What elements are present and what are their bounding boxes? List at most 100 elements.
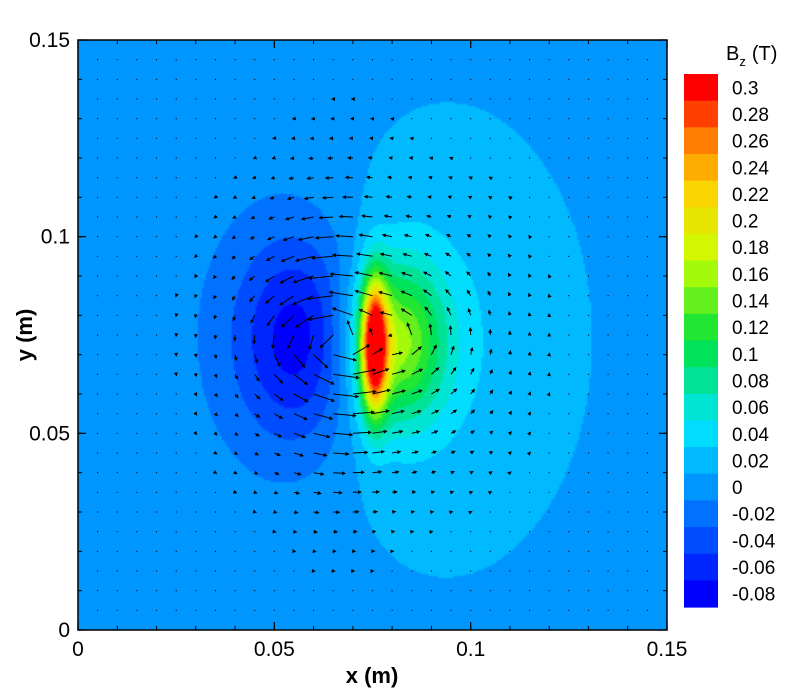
vector-arrow — [136, 255, 138, 257]
vector-arrow — [568, 118, 570, 120]
vector-arrow — [548, 59, 550, 61]
vector-arrow — [447, 195, 452, 200]
vector-arrow — [448, 176, 453, 180]
vector-arrow — [627, 511, 629, 513]
vector-arrow — [529, 118, 531, 120]
colorbar: 0.3 0.28 0.26 0.24 0.22 0.2 0.18 0.16 0.14 0.12 0.… — [684, 74, 776, 608]
vector-arrow — [318, 215, 334, 220]
vector-arrow — [136, 118, 138, 120]
colorbar-label: 0.3 — [732, 78, 758, 99]
vector-arrow — [155, 354, 158, 356]
vector-arrow — [311, 255, 334, 260]
vector-arrow — [352, 430, 372, 435]
vector-arrow — [254, 354, 259, 364]
vector-arrow — [548, 216, 550, 218]
vector-arrow — [627, 98, 629, 100]
vector-arrow — [587, 78, 590, 80]
vector-arrow — [175, 531, 177, 533]
vector-arrow — [233, 354, 238, 362]
vector-arrow — [313, 471, 325, 476]
vector-arrow — [313, 432, 331, 439]
vector-arrow — [352, 78, 354, 80]
vector-arrow — [529, 491, 531, 493]
vector-arrow — [232, 489, 238, 494]
vector-arrow — [195, 609, 197, 611]
vector-arrow — [487, 271, 492, 277]
vector-arrow — [175, 118, 177, 120]
vector-arrow — [307, 314, 334, 322]
vector-arrow — [155, 255, 158, 257]
vector-arrow — [587, 609, 590, 611]
colorbar-swatch — [684, 207, 718, 235]
vector-arrow — [528, 273, 532, 278]
vector-arrow — [136, 196, 138, 198]
vector-arrow — [646, 216, 649, 218]
vector-arrow — [450, 531, 452, 533]
vector-arrow — [548, 413, 550, 415]
vector-arrow — [97, 236, 99, 238]
vector-arrow — [607, 550, 609, 552]
vector-arrow — [195, 570, 197, 572]
vector-arrow — [507, 451, 512, 456]
vector-arrow — [607, 275, 609, 277]
vector-arrow — [321, 195, 334, 200]
vector-arrow — [508, 370, 512, 375]
vector-arrow — [431, 388, 440, 395]
vector-arrow — [587, 59, 590, 61]
vector-arrow — [213, 254, 218, 259]
vector-arrow — [646, 413, 649, 415]
vector-arrow — [175, 255, 177, 257]
vector-arrow — [431, 367, 440, 375]
vector-arrow — [231, 295, 236, 301]
vector-arrow — [424, 233, 432, 238]
vector-arrow — [335, 233, 353, 238]
vector-arrow — [155, 393, 158, 395]
vector-arrow — [297, 236, 314, 242]
vector-arrow — [97, 393, 99, 395]
vector-arrow — [607, 118, 609, 120]
vector-arrow — [371, 78, 374, 80]
vector-arrow — [379, 252, 393, 257]
vector-arrow — [489, 368, 493, 375]
vector-arrow — [214, 177, 216, 179]
vector-arrow — [273, 354, 281, 368]
vector-arrow — [508, 390, 512, 395]
colorbar-swatch — [684, 180, 718, 208]
colorbar-swatch — [684, 527, 718, 555]
vector-arrow — [646, 373, 649, 375]
vector-arrow — [265, 295, 275, 304]
vector-arrow — [155, 550, 158, 552]
vector-arrow — [234, 412, 239, 418]
vector-arrow — [155, 78, 158, 80]
vector-arrow — [234, 137, 236, 139]
vector-arrow — [213, 274, 218, 280]
vector-arrow — [97, 137, 99, 139]
vector-arrow — [627, 334, 629, 336]
vector-arrow — [332, 78, 334, 80]
vector-arrow — [313, 590, 315, 592]
vector-arrow — [587, 531, 590, 533]
vector-arrow — [195, 59, 197, 61]
vector-arrow — [155, 59, 158, 61]
vector-arrow — [136, 393, 138, 395]
vector-arrow — [568, 216, 570, 218]
vector-arrow — [646, 236, 649, 238]
vector-arrow — [529, 177, 531, 179]
vector-arrow — [214, 491, 216, 493]
vector-arrow — [489, 157, 491, 159]
vector-arrow — [431, 430, 439, 435]
vector-arrow — [568, 531, 570, 533]
vector-arrow — [627, 432, 629, 434]
vector-arrow — [213, 431, 218, 436]
colorbar-title: Bz (T) — [726, 43, 777, 69]
vector-arrow — [233, 175, 238, 179]
vector-arrow — [627, 314, 629, 316]
colorbar-swatch — [684, 500, 718, 528]
vector-arrow — [508, 215, 513, 220]
vector-arrow — [587, 157, 590, 159]
vector-arrow — [430, 118, 432, 120]
vector-arrow — [450, 366, 457, 375]
vector-arrow — [411, 450, 419, 455]
colorbar-label: -0.06 — [732, 558, 775, 579]
